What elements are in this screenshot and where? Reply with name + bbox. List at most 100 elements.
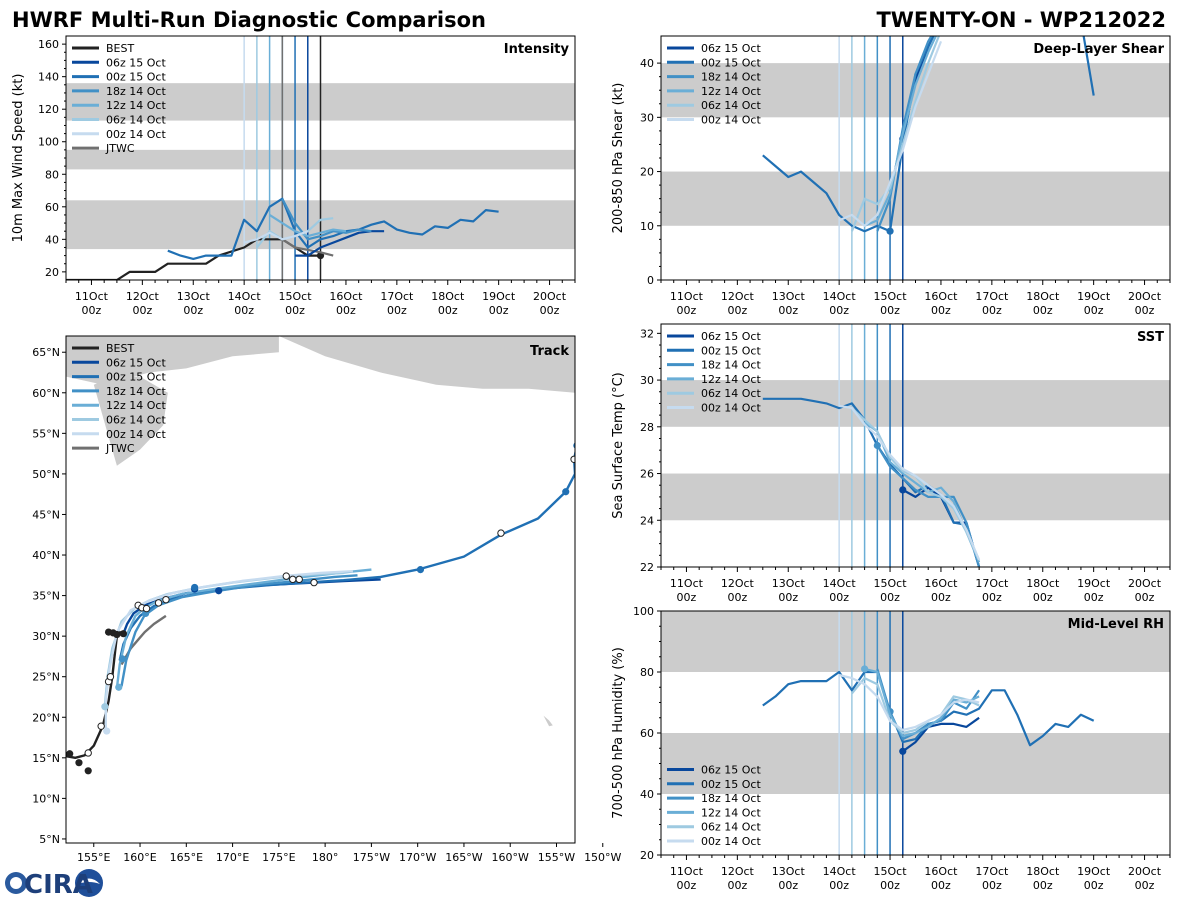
track-series-00z-15-oct — [118, 448, 575, 661]
sst-title: SST — [1137, 330, 1164, 345]
sst-xtick-label-7: 18Oct 00z — [1026, 577, 1060, 604]
intensity-xtick-label-8-line-0: 19Oct — [482, 290, 516, 303]
intensity-ytick-label-1: 40 — [45, 233, 59, 246]
track-series-00z-14-oct — [104, 570, 353, 732]
track-open-dot-best-3 — [106, 673, 115, 681]
shear-marker-00z-15-oct — [886, 227, 894, 235]
intensity-ytick-label-0: 20 — [45, 266, 59, 279]
shear-xtick-label-6: 17Oct 00z — [975, 290, 1009, 317]
sst-band-1 — [661, 380, 1170, 427]
intensity-xtick-label-6-line-0: 17Oct — [380, 290, 414, 303]
intensity-xtick-label-1-line-1: 00z — [132, 304, 152, 317]
track-dot-00z-14-oct-0 — [103, 727, 111, 735]
track-dot-best-0 — [66, 750, 74, 758]
track-ytick-label-2: 15°N — [32, 752, 60, 765]
shear-xtick-label-6-line-0: 17Oct — [975, 290, 1009, 303]
siberia-landmass — [66, 336, 279, 385]
rh-xtick-label-5-line-1: 00z — [931, 879, 951, 892]
track-dot-00z-15-oct-3 — [191, 583, 199, 592]
rh-legend-label-2: 18z 14 Oct — [701, 792, 761, 805]
shear-xtick-label-7-line-1: 00z — [1033, 304, 1053, 317]
rh-xtick-label-2: 13Oct 00z — [772, 865, 806, 892]
sst-marker-18z-14-oct — [873, 441, 881, 450]
shear-xtick-label-5: 16Oct 00z — [924, 290, 958, 317]
track-legend-label-4: 12z 14 Oct — [106, 399, 166, 412]
sst-xtick-label-5: 16Oct 00z — [924, 577, 958, 604]
shear-xtick-label-1-line-0: 12Oct — [721, 290, 755, 303]
sst-xtick-label-0: 11Oct 00z — [670, 577, 704, 604]
intensity-series-group — [66, 197, 499, 280]
shear-legend-label-0: 06z 15 Oct — [701, 42, 761, 55]
sst-xtick-label-4-line-1: 00z — [880, 591, 900, 604]
rh-xtick-label-8: 19Oct 00z — [1077, 865, 1111, 892]
track-ytick-label-4: 25°N — [32, 671, 60, 684]
intensity-series-18z-14-oct — [281, 198, 372, 241]
cira-logo-icon — [5, 869, 103, 897]
sst-ytick-label-0: 22 — [640, 561, 654, 574]
rh-ytick-label-2: 60 — [640, 727, 654, 740]
rh-xtick-label-6: 17Oct 00z — [975, 865, 1009, 892]
track-ytick-label-3: 20°N — [32, 711, 60, 724]
sst-xtick-label-4-line-0: 15Oct — [874, 577, 908, 590]
intensity-xtick-label-6-line-1: 00z — [387, 304, 407, 317]
intensity-xtick-label-3: 14Oct 00z — [228, 290, 262, 317]
shear-xtick-label-3-line-0: 14Oct — [823, 290, 857, 303]
sst-xtick-label-9-line-0: 20Oct — [1128, 577, 1162, 590]
shear-xtick-label-2-line-0: 13Oct — [772, 290, 806, 303]
shear-xtick-label-4-line-0: 15Oct — [874, 290, 908, 303]
intensity-ytick-label-6: 140 — [38, 71, 59, 84]
rh-ytick-label-0: 20 — [640, 849, 654, 862]
track-ytick-label-10: 55°N — [32, 427, 60, 440]
intensity-xtick-label-0: 11Oct 00z — [75, 290, 109, 317]
rh-xtick-label-5: 16Oct 00z — [924, 865, 958, 892]
sst-ylabel: Sea Surface Temp (°C) — [611, 372, 626, 519]
track-xtick-label-5: 180° — [312, 851, 339, 864]
shear-ytick-label-2: 20 — [640, 166, 654, 179]
intensity-ytick-label-5: 120 — [38, 103, 59, 116]
shear-xtick-label-1: 12Oct 00z — [721, 290, 755, 317]
rh-series-06z-15-oct — [902, 716, 980, 753]
rh-legend-label-5: 00z 14 Oct — [701, 835, 761, 848]
sst-marker-06z-15-oct — [899, 486, 907, 494]
track-ytick-label-8: 45°N — [32, 508, 60, 521]
sst-ytick-label-2: 26 — [640, 468, 654, 481]
track-dot-best-1 — [75, 759, 83, 767]
sst-legend-label-5: 00z 14 Oct — [701, 402, 761, 415]
figure-title-right: TWENTY-ON - WP212022 — [876, 8, 1166, 32]
track-series-18z-14-oct — [120, 574, 358, 687]
track-open-dot-00z-14-oct-2 — [142, 604, 151, 613]
track-xtick-label-0: 155°E — [77, 851, 110, 864]
intensity-legend-label-1: 06z 15 Oct — [106, 56, 166, 69]
intensity-xtick-label-2-line-0: 13Oct — [177, 290, 211, 303]
intensity-series-00z-15-oct — [167, 197, 499, 260]
rh-xtick-label-2-line-1: 00z — [778, 879, 798, 892]
kamchatka-landmass — [93, 376, 168, 466]
shear-series-12z-14-oct — [864, 36, 938, 227]
sst-xtick-label-6-line-0: 17Oct — [975, 577, 1009, 590]
track-ytick-label-1: 10°N — [32, 792, 60, 805]
track-xtick-label-1: 160°E — [123, 851, 156, 864]
figure-title-left: HWRF Multi-Run Diagnostic Comparison — [12, 8, 486, 32]
rh-xtick-label-0: 11Oct 00z — [670, 865, 704, 892]
track-xtick-label-11: 150°W — [584, 851, 621, 864]
sst-xtick-label-1-line-0: 12Oct — [721, 577, 755, 590]
track-legend-label-3: 18z 14 Oct — [106, 385, 166, 398]
intensity-ytick-label-7: 160 — [38, 38, 59, 51]
sst-xtick-label-9: 20Oct 00z — [1128, 577, 1162, 604]
sst-series-18z-14-oct — [876, 444, 981, 567]
intensity-xtick-label-5-line-0: 16Oct — [329, 290, 363, 303]
cira-logo-text: CIRA — [24, 870, 93, 900]
intensity-xtick-label-5-line-1: 00z — [336, 304, 356, 317]
shear-xtick-label-8: 19Oct 00z — [1077, 290, 1111, 317]
rh-ytick-label-4: 100 — [633, 605, 654, 618]
track-ytick-label-9: 50°N — [32, 468, 60, 481]
rh-xtick-label-1-line-0: 12Oct — [721, 865, 755, 878]
rh-xtick-label-2-line-0: 13Oct — [772, 865, 806, 878]
shear-xtick-label-4-line-1: 00z — [880, 304, 900, 317]
track-dot-18z-14-oct-0 — [118, 655, 127, 663]
rh-xtick-label-9-line-1: 00z — [1135, 879, 1155, 892]
rh-xtick-label-3: 14Oct 00z — [823, 865, 857, 892]
